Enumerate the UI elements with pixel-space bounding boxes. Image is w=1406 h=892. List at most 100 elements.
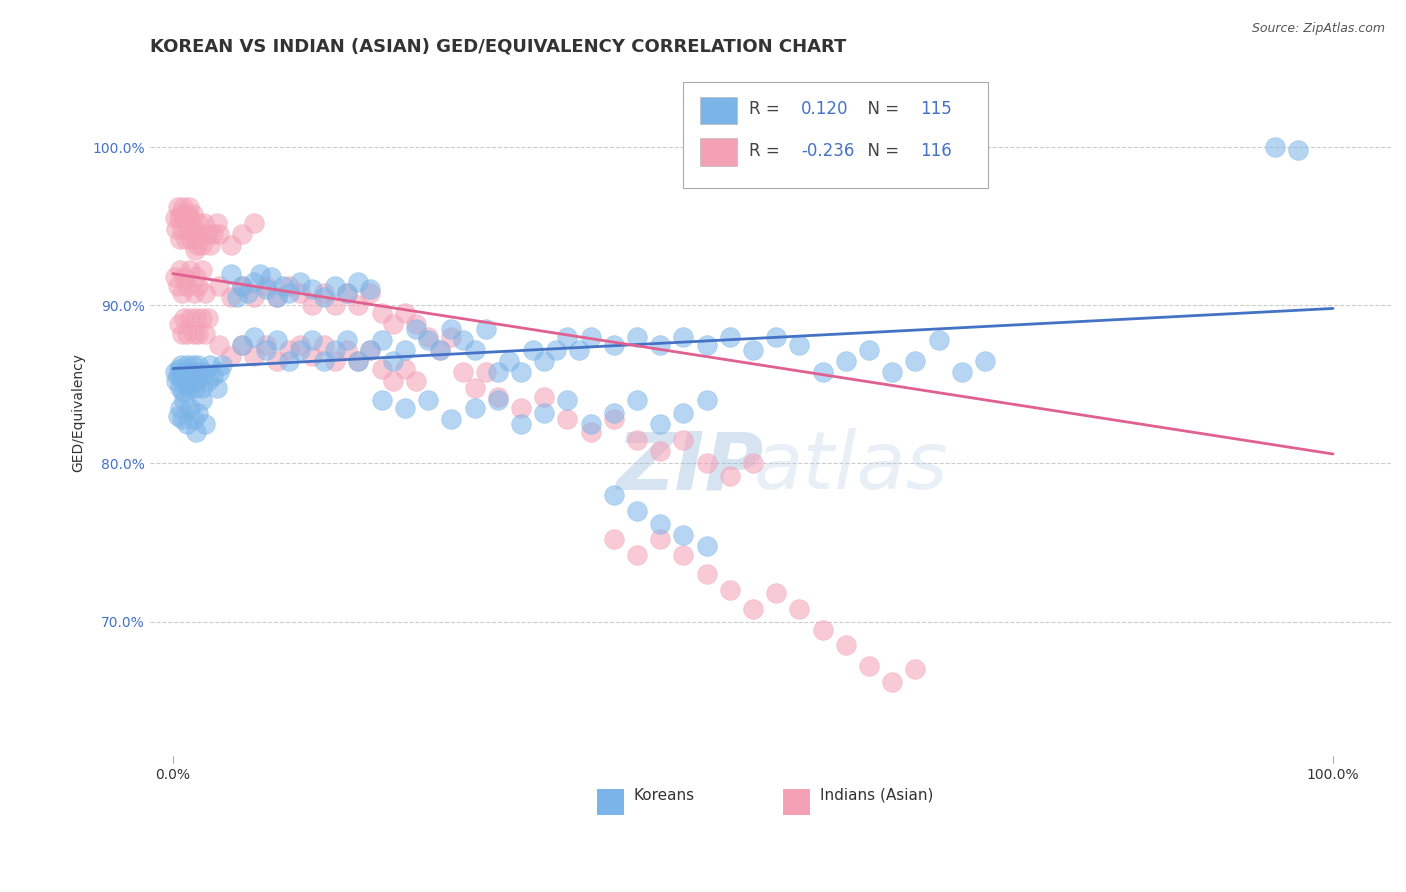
Point: [626, 433, 648, 447]
Point: [602, 533, 624, 547]
Point: [602, 406, 624, 420]
Point: [225, 290, 247, 304]
Point: [172, 412, 194, 426]
Point: [254, 279, 277, 293]
Point: [405, 322, 427, 336]
Point: [370, 306, 392, 320]
Point: [194, 285, 217, 300]
Point: [266, 333, 288, 347]
Point: [463, 401, 485, 416]
Point: [312, 353, 335, 368]
Point: [579, 330, 602, 344]
Point: [789, 338, 811, 352]
Point: [301, 333, 323, 347]
Point: [243, 216, 266, 230]
Point: [579, 425, 602, 439]
Point: [789, 602, 811, 616]
Point: [696, 393, 718, 408]
Point: [166, 279, 188, 293]
Point: [169, 380, 191, 394]
Point: [191, 238, 214, 252]
Point: [173, 269, 195, 284]
Point: [277, 343, 299, 357]
Point: [243, 349, 266, 363]
Point: [301, 283, 323, 297]
Point: [359, 283, 381, 297]
Point: [165, 211, 187, 226]
Point: [183, 412, 205, 426]
Point: [416, 393, 439, 408]
Point: [290, 285, 312, 300]
Point: [186, 374, 208, 388]
Point: [193, 216, 215, 230]
Point: [179, 401, 201, 416]
Point: [191, 393, 214, 408]
Point: [904, 662, 927, 676]
Point: [254, 338, 277, 352]
Point: [174, 232, 197, 246]
Text: ZIP: ZIP: [616, 428, 763, 506]
Point: [176, 279, 198, 293]
Point: [486, 393, 509, 408]
Point: [165, 374, 187, 388]
Point: [696, 338, 718, 352]
Point: [194, 326, 217, 341]
Point: [172, 385, 194, 400]
Point: [626, 504, 648, 518]
Point: [555, 393, 578, 408]
Point: [184, 243, 207, 257]
Point: [602, 412, 624, 426]
Point: [486, 390, 509, 404]
Point: [208, 338, 231, 352]
Point: [167, 318, 190, 332]
Point: [405, 374, 427, 388]
Point: [1264, 140, 1286, 154]
Point: [650, 533, 672, 547]
Point: [533, 353, 555, 368]
Point: [219, 349, 242, 363]
Point: [184, 227, 207, 241]
Point: [177, 369, 200, 384]
Point: [266, 290, 288, 304]
Point: [179, 380, 201, 394]
Point: [231, 279, 253, 293]
Point: [290, 275, 312, 289]
Point: [336, 333, 359, 347]
Point: [672, 548, 695, 562]
FancyBboxPatch shape: [700, 138, 737, 166]
Point: [672, 406, 695, 420]
Point: [165, 222, 187, 236]
Point: [742, 343, 765, 357]
Point: [183, 369, 205, 384]
Point: [194, 417, 217, 431]
Point: [858, 659, 880, 673]
Point: [544, 343, 567, 357]
Point: [650, 338, 672, 352]
Point: [429, 343, 451, 357]
Point: [718, 469, 741, 483]
Point: [277, 353, 299, 368]
Point: [602, 488, 624, 502]
Point: [555, 412, 578, 426]
Point: [336, 285, 359, 300]
Point: [277, 279, 299, 293]
Point: [811, 623, 834, 637]
Point: [323, 353, 346, 368]
Point: [370, 333, 392, 347]
Point: [167, 361, 190, 376]
Point: [277, 285, 299, 300]
Point: [231, 338, 253, 352]
Point: [165, 365, 187, 379]
Point: [166, 369, 188, 384]
Point: [602, 338, 624, 352]
Text: Indians (Asian): Indians (Asian): [820, 788, 934, 803]
Point: [405, 318, 427, 332]
Point: [184, 425, 207, 439]
Point: [205, 380, 228, 394]
Point: [191, 380, 214, 394]
Point: [312, 285, 335, 300]
Point: [169, 263, 191, 277]
Point: [219, 267, 242, 281]
Point: [187, 326, 209, 341]
Point: [835, 353, 858, 368]
